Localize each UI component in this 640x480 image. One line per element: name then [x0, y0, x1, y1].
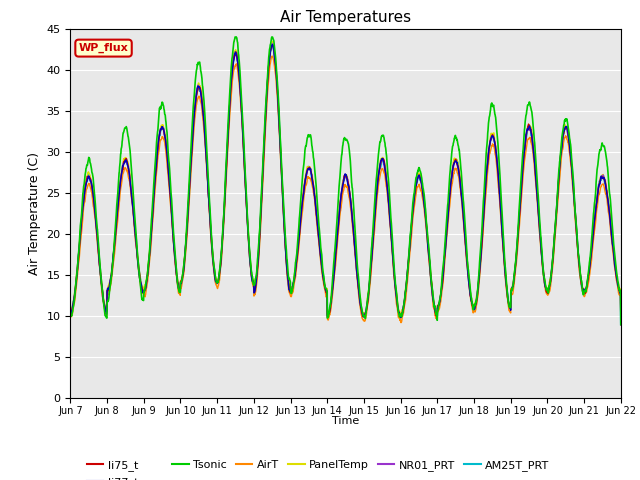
AirT	[506, 309, 513, 314]
NR01_PRT	[506, 303, 513, 309]
AirT	[617, 322, 625, 327]
NR01_PRT	[617, 322, 625, 327]
NR01_PRT	[568, 173, 576, 179]
AirT	[220, 220, 228, 226]
li75_t	[67, 309, 74, 315]
Tsonic	[506, 304, 513, 310]
PanelTemp	[220, 208, 228, 214]
AM25T_PRT	[67, 309, 74, 315]
Title: Air Temperatures: Air Temperatures	[280, 10, 411, 25]
AM25T_PRT	[617, 322, 625, 327]
Tsonic	[584, 276, 591, 282]
AM25T_PRT	[362, 312, 369, 317]
AM25T_PRT	[568, 169, 576, 175]
Line: li77_temp: li77_temp	[70, 45, 621, 324]
AM25T_PRT	[220, 214, 228, 220]
NR01_PRT	[220, 212, 228, 218]
NR01_PRT	[374, 180, 381, 186]
li75_t	[506, 304, 513, 310]
NR01_PRT	[584, 277, 591, 283]
li77_temp	[568, 173, 576, 179]
Line: li75_t: li75_t	[70, 45, 621, 324]
li75_t	[362, 310, 369, 316]
Tsonic	[617, 322, 625, 327]
li77_temp	[584, 276, 591, 282]
AirT	[568, 180, 576, 186]
AirT	[67, 312, 74, 318]
li77_temp	[374, 181, 381, 187]
li75_t	[374, 180, 381, 186]
PanelTemp	[362, 310, 369, 315]
li75_t	[568, 173, 576, 179]
li77_temp	[67, 311, 74, 316]
Line: Tsonic: Tsonic	[70, 37, 621, 324]
Text: WP_flux: WP_flux	[79, 43, 129, 53]
PanelTemp	[568, 169, 576, 175]
li75_t	[220, 215, 228, 220]
li77_temp	[362, 310, 369, 315]
Line: NR01_PRT: NR01_PRT	[70, 44, 621, 324]
NR01_PRT	[268, 41, 276, 47]
AM25T_PRT	[506, 302, 513, 308]
li75_t	[584, 280, 591, 286]
Tsonic	[568, 166, 576, 171]
PanelTemp	[584, 276, 591, 282]
Legend: li75_t, li77_temp, Tsonic, AirT, PanelTemp, NR01_PRT, AM25T_PRT: li75_t, li77_temp, Tsonic, AirT, PanelTe…	[83, 456, 554, 480]
Tsonic	[374, 160, 381, 166]
X-axis label: Time: Time	[332, 416, 359, 426]
AM25T_PRT	[374, 181, 381, 187]
li77_temp	[268, 42, 276, 48]
Line: AM25T_PRT: AM25T_PRT	[70, 46, 621, 324]
li77_temp	[220, 213, 228, 219]
PanelTemp	[374, 179, 381, 184]
AirT	[362, 315, 369, 321]
AirT	[374, 191, 381, 196]
Tsonic	[231, 34, 239, 40]
Tsonic	[362, 313, 369, 319]
PanelTemp	[506, 303, 513, 309]
PanelTemp	[617, 322, 625, 327]
AirT	[268, 53, 276, 59]
Tsonic	[220, 211, 228, 216]
AM25T_PRT	[269, 43, 276, 48]
Line: PanelTemp: PanelTemp	[70, 41, 621, 324]
NR01_PRT	[362, 310, 369, 315]
li77_temp	[506, 303, 513, 309]
li75_t	[617, 322, 625, 327]
AM25T_PRT	[584, 279, 591, 285]
AirT	[584, 284, 591, 290]
li75_t	[269, 42, 276, 48]
Line: AirT: AirT	[70, 56, 621, 324]
Tsonic	[67, 312, 74, 318]
li77_temp	[617, 322, 625, 327]
Y-axis label: Air Temperature (C): Air Temperature (C)	[28, 152, 41, 275]
PanelTemp	[269, 38, 276, 44]
PanelTemp	[67, 307, 74, 313]
NR01_PRT	[67, 308, 74, 314]
